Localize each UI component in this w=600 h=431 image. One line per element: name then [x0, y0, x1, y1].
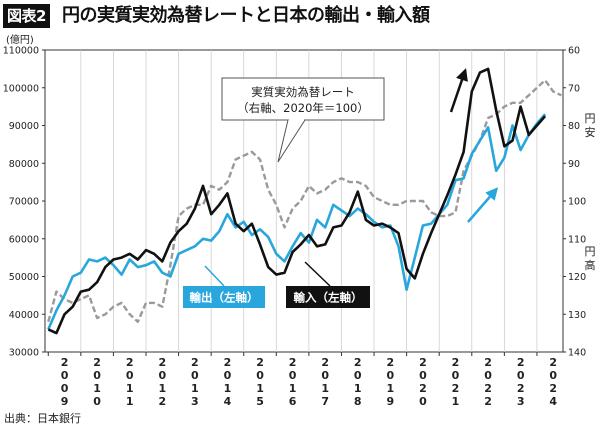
- series: [47, 67, 562, 335]
- y-left-tick-label: 60000: [9, 234, 39, 245]
- y-right-tick-label: 130: [568, 310, 586, 321]
- y-right-tick-label: 100: [568, 197, 586, 208]
- y-left-tick-label: 30000: [9, 348, 39, 359]
- y-right-tick-label: 80: [568, 121, 580, 132]
- exports-trend-arrow: [467, 187, 499, 223]
- imports-line: [47, 67, 547, 335]
- import-label-box: [286, 286, 370, 308]
- y-axis-left-label: (億円): [6, 33, 34, 46]
- export-label: 輸出（左軸）: [190, 291, 259, 305]
- y-right-tick-label: 60: [568, 46, 580, 57]
- y-left-tick-label: 80000: [9, 159, 39, 170]
- axes: (億円) 円安 円高 2 0 0 9 2 0 1 0 2 0 1 1 2 0 1 2 2 0 1 3 2 0 1 4 2 0 1 5 2…: [3, 33, 596, 408]
- callout-box: [221, 77, 385, 121]
- y-right-tick-label: 140: [568, 348, 586, 359]
- import-label: 輸入（左軸）: [294, 291, 363, 305]
- y-left-tick-label: 50000: [9, 272, 39, 283]
- imports-trend-arrow: [449, 68, 468, 113]
- y-right-tick-label: 120: [568, 272, 586, 283]
- header: 図表2 円の実質実効為替レートと日本の輸出・輸入額: [0, 0, 600, 34]
- annotations: 実質実効為替レート（右軸、2020年＝100） 輸出（左軸） 輸入（左軸）: [183, 68, 499, 308]
- y-right-tick-label: 110: [568, 234, 586, 245]
- chart-title: 円の実質実効為替レートと日本の輸出・輸入額: [62, 5, 430, 26]
- export-label-box: [183, 286, 265, 308]
- import-pointer: [304, 261, 331, 287]
- y-right-tick-label: 70: [568, 83, 580, 94]
- callout-pointer: [277, 119, 306, 163]
- export-pointer: [204, 265, 225, 287]
- figure-label: 図表2: [3, 4, 50, 28]
- exports-line: [47, 113, 547, 330]
- source-note: 出典：日本銀行: [4, 412, 81, 425]
- y-left-tick-label: 110000: [3, 46, 39, 57]
- y-axis-right-bottom-label: 円高: [585, 245, 596, 272]
- y-left-tick-label: 100000: [3, 83, 39, 94]
- y-right-tick-label: 90: [568, 159, 580, 170]
- y-left-tick-label: 90000: [9, 121, 39, 132]
- y-left-tick-label: 40000: [9, 310, 39, 321]
- callout-text: 実質実効為替レート（右軸、2020年＝100）: [237, 85, 369, 115]
- y-left-tick-label: 70000: [9, 197, 39, 208]
- y-axis-right-top-label: 円安: [585, 112, 596, 139]
